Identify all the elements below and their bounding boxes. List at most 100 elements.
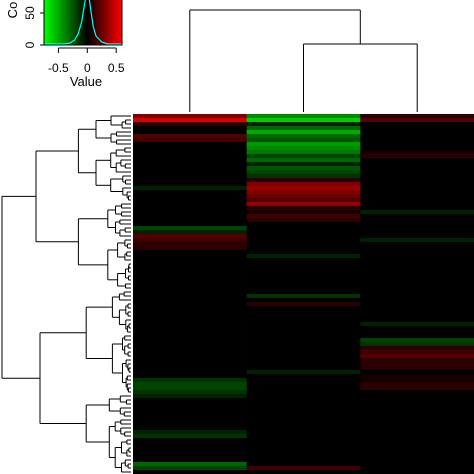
color-key-density-curve (44, 0, 122, 45)
color-key-gradient-step (101, 0, 105, 45)
color-key-gradient-step (51, 0, 55, 45)
heatmap-cell (133, 382, 247, 387)
heatmap-cell (360, 382, 474, 387)
heatmap-cell (360, 154, 474, 159)
heatmap-cell (360, 346, 474, 351)
heatmap-cell (360, 398, 474, 403)
color-key-gradient-step (44, 0, 47, 45)
heatmap-cell (246, 378, 361, 383)
heatmap-cell (246, 254, 361, 259)
heatmap-cell (360, 150, 474, 155)
color-key-y-tick-label: 0 (23, 41, 37, 48)
heatmap-cell (133, 234, 247, 239)
heatmap-cell (360, 242, 474, 247)
heatmap-cell (360, 186, 474, 191)
heatmap-cell (360, 174, 474, 179)
heatmap-cell (246, 206, 361, 211)
heatmap-cell (360, 402, 474, 407)
heatmap-cell (133, 242, 247, 247)
heatmap-cell (360, 142, 474, 147)
heatmap-cell (360, 370, 474, 375)
color-key-ylabel: Co (5, 2, 20, 19)
heatmap-cell (246, 214, 361, 219)
heatmap-cell (246, 242, 361, 247)
heatmap-cell (133, 154, 247, 159)
heatmap-cell (360, 434, 474, 439)
heatmap-cell (133, 358, 247, 363)
color-key-gradient-step (98, 0, 102, 45)
heatmap-cell (133, 462, 247, 467)
heatmap-cell (133, 338, 247, 343)
heatmap-cell (246, 270, 361, 275)
color-key-gradient-step (106, 0, 110, 45)
heatmap-cell (360, 158, 474, 163)
heatmap-cell (360, 130, 474, 135)
heatmap-cell (246, 394, 361, 399)
heatmap-cell (133, 466, 247, 471)
heatmap-cell (133, 262, 247, 267)
heatmap-cell (133, 302, 247, 307)
heatmap-cell (133, 398, 247, 403)
heatmap-cell (246, 422, 361, 427)
color-key-gradient-step (116, 0, 120, 45)
heatmap-cell (246, 390, 361, 395)
heatmap-cell (360, 230, 474, 235)
heatmap-cell (360, 290, 474, 295)
heatmap-cell (360, 450, 474, 455)
heatmap-cell (246, 342, 361, 347)
heatmap-cell (360, 454, 474, 459)
heatmap-cell (246, 354, 361, 359)
heatmap-cell (246, 250, 361, 255)
heatmap-cell (246, 370, 361, 375)
heatmap-cell (246, 310, 361, 315)
heatmap-cell (246, 258, 361, 263)
heatmap-cell (246, 374, 361, 379)
heatmap-cell (133, 194, 247, 199)
heatmap-cell (360, 394, 474, 399)
heatmap-cell (246, 114, 361, 119)
heatmap-cell (246, 194, 361, 199)
heatmap-cell (246, 138, 361, 143)
color-key-gradient-step (83, 0, 86, 45)
heatmap-cell (246, 230, 361, 235)
heatmap-cell (360, 198, 474, 203)
heatmap-cell (246, 282, 361, 287)
heatmap-cell (133, 438, 247, 443)
heatmap-cell (246, 222, 361, 227)
heatmap-cell (246, 366, 361, 371)
heatmap-cell (133, 210, 247, 215)
heatmap-cell (246, 226, 361, 231)
heatmap-cell (133, 254, 247, 259)
heatmap-cell (360, 470, 474, 474)
heatmap-cell (133, 370, 247, 375)
heatmap-cell (133, 394, 247, 399)
heatmap-cell (360, 386, 474, 391)
heatmap-cell (360, 334, 474, 339)
heatmap-cell (133, 198, 247, 203)
heatmap-cell (360, 462, 474, 467)
heatmap-cell (133, 298, 247, 303)
heatmap-cell (360, 122, 474, 127)
heatmap-cell (360, 354, 474, 359)
heatmap-cell (360, 134, 474, 139)
heatmap-cell (133, 122, 247, 127)
heatmap-cell (246, 274, 361, 279)
color-key-gradient-step (59, 0, 63, 45)
heatmap-cell (246, 438, 361, 443)
heatmap-cell (360, 258, 474, 263)
heatmap-cell (133, 226, 247, 231)
heatmap-cell (360, 278, 474, 283)
heatmap-cell (133, 406, 247, 411)
heatmap-cell (133, 214, 247, 219)
heatmap-cell (246, 314, 361, 319)
heatmap-cell (246, 458, 361, 463)
heatmap-cell (246, 402, 361, 407)
heatmap-cell (246, 298, 361, 303)
heatmap-cell (246, 418, 361, 423)
heatmap-cell (133, 130, 247, 135)
heatmap-cell (133, 442, 247, 447)
heatmap-cell (133, 266, 247, 271)
heatmap-cell (360, 314, 474, 319)
heatmap-cell (133, 470, 247, 474)
